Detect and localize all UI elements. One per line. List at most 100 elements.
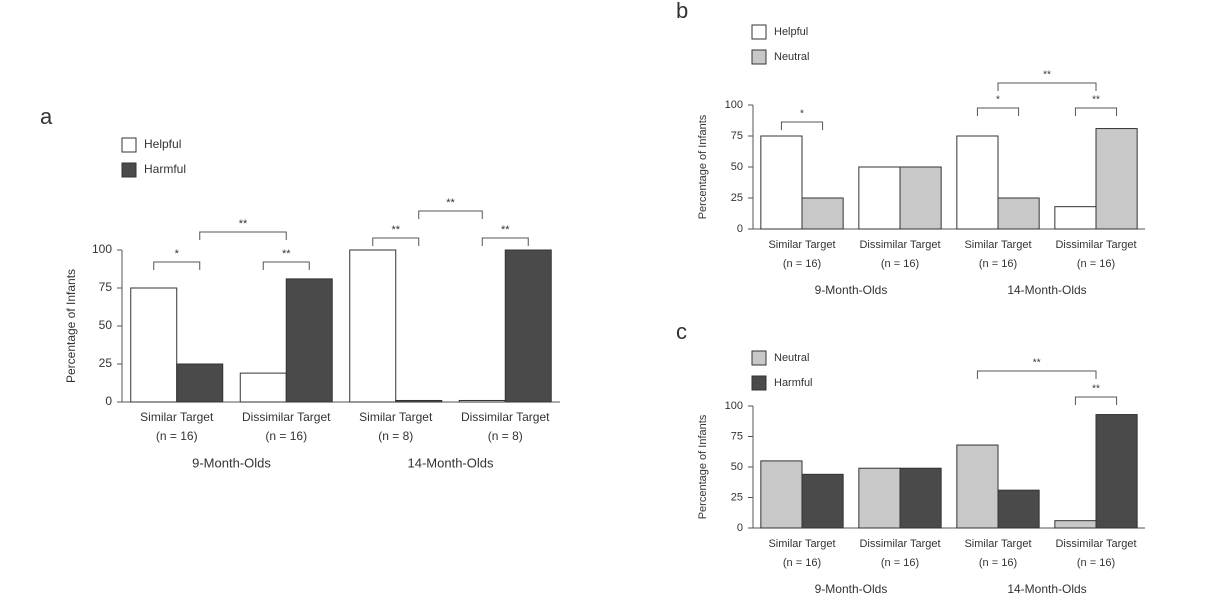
- sample-size: (n = 8): [378, 429, 413, 443]
- bar: [899, 467, 942, 529]
- y-tick-label: 0: [105, 394, 112, 408]
- legend-swatch: [751, 24, 767, 40]
- legend-swatch: [751, 375, 767, 391]
- legend-label: Harmful: [144, 162, 186, 176]
- significance-bracket: [199, 231, 287, 240]
- x-tick-label: Similar Target: [140, 410, 214, 424]
- x-tick-label: Dissimilar Target: [1055, 538, 1136, 550]
- significance-label: **: [1043, 70, 1051, 81]
- bar: [1095, 414, 1138, 529]
- significance-label: *: [996, 95, 1000, 106]
- significance-label: *: [800, 109, 804, 120]
- bar: [1054, 520, 1097, 529]
- sample-size: (n = 16): [783, 557, 821, 569]
- sample-size: (n = 16): [156, 429, 198, 443]
- x-tick-label: Similar Target: [964, 538, 1031, 550]
- bar: [956, 444, 999, 529]
- y-tick-label: 100: [725, 99, 743, 111]
- y-tick-label: 25: [99, 356, 113, 370]
- legend-label: Harmful: [774, 377, 813, 389]
- significance-bracket: [1074, 107, 1118, 116]
- bar: [504, 249, 552, 403]
- legend-swatch: [121, 162, 137, 178]
- sample-size: (n = 16): [265, 429, 307, 443]
- bar: [760, 460, 803, 529]
- sample-size: (n = 16): [783, 258, 821, 270]
- significance-bracket: [481, 237, 529, 246]
- bar: [176, 363, 224, 403]
- y-tick-label: 75: [99, 280, 113, 294]
- bar: [130, 287, 178, 403]
- bar: [285, 278, 333, 403]
- significance-label: **: [239, 218, 248, 230]
- y-tick-label: 0: [737, 522, 743, 534]
- panel-label: b: [676, 0, 688, 23]
- legend-swatch: [121, 137, 137, 153]
- y-tick-label: 25: [731, 491, 743, 503]
- significance-bracket: [780, 121, 824, 130]
- panel-label: c: [676, 319, 687, 344]
- significance-bracket: [997, 82, 1097, 91]
- x-tick-label: Similar Target: [964, 239, 1031, 251]
- group-label: 9-Month-Olds: [192, 455, 271, 470]
- bar: [760, 135, 803, 230]
- bar: [801, 473, 844, 529]
- group-label: 14-Month-Olds: [408, 455, 494, 470]
- bar: [997, 489, 1040, 529]
- y-tick-label: 50: [99, 318, 113, 332]
- significance-label: *: [175, 248, 180, 260]
- significance-label: **: [1092, 95, 1100, 106]
- sample-size: (n = 16): [881, 258, 919, 270]
- bar: [801, 197, 844, 230]
- significance-bracket: [372, 237, 420, 246]
- significance-bracket: [1074, 396, 1118, 405]
- legend-label: Neutral: [774, 51, 809, 63]
- y-tick-label: 25: [731, 192, 743, 204]
- sample-size: (n = 16): [979, 557, 1017, 569]
- y-tick-label: 100: [92, 242, 112, 256]
- significance-label: **: [1092, 384, 1100, 395]
- legend-swatch: [751, 350, 767, 366]
- sample-size: (n = 8): [488, 429, 523, 443]
- significance-bracket: [262, 261, 310, 270]
- bar: [395, 399, 443, 403]
- significance-label: **: [1033, 358, 1041, 369]
- y-tick-label: 50: [731, 161, 743, 173]
- significance-bracket: [418, 210, 483, 219]
- x-tick-label: Dissimilar Target: [242, 410, 331, 424]
- x-tick-label: Dissimilar Target: [1055, 239, 1136, 251]
- y-tick-label: 100: [725, 400, 743, 412]
- sample-size: (n = 16): [1077, 258, 1115, 270]
- x-tick-label: Similar Target: [359, 410, 433, 424]
- legend-swatch: [751, 49, 767, 65]
- y-tick-label: 75: [731, 130, 743, 142]
- significance-label: **: [282, 248, 291, 260]
- x-tick-label: Similar Target: [768, 239, 835, 251]
- bar: [239, 372, 287, 403]
- y-axis-label: Percentage of Infants: [697, 114, 709, 219]
- bar: [858, 166, 901, 230]
- significance-bracket: [976, 370, 1097, 379]
- x-tick-label: Similar Target: [768, 538, 835, 550]
- y-axis-label: Percentage of Infants: [697, 414, 709, 519]
- bar: [458, 399, 506, 403]
- group-label: 14-Month-Olds: [1007, 582, 1086, 596]
- y-axis-label: Percentage of Infants: [64, 269, 78, 383]
- x-tick-label: Dissimilar Target: [859, 538, 940, 550]
- significance-label: **: [446, 197, 455, 209]
- bar: [1095, 128, 1138, 230]
- bar: [997, 197, 1040, 230]
- sample-size: (n = 16): [979, 258, 1017, 270]
- legend-label: Helpful: [774, 26, 808, 38]
- significance-label: **: [391, 224, 400, 236]
- bar: [349, 249, 397, 403]
- y-tick-label: 75: [731, 430, 743, 442]
- bar: [1054, 206, 1097, 230]
- significance-bracket: [976, 107, 1020, 116]
- bar: [956, 135, 999, 230]
- y-tick-label: 0: [737, 223, 743, 235]
- sample-size: (n = 16): [881, 557, 919, 569]
- bar: [858, 467, 901, 529]
- bar: [899, 166, 942, 230]
